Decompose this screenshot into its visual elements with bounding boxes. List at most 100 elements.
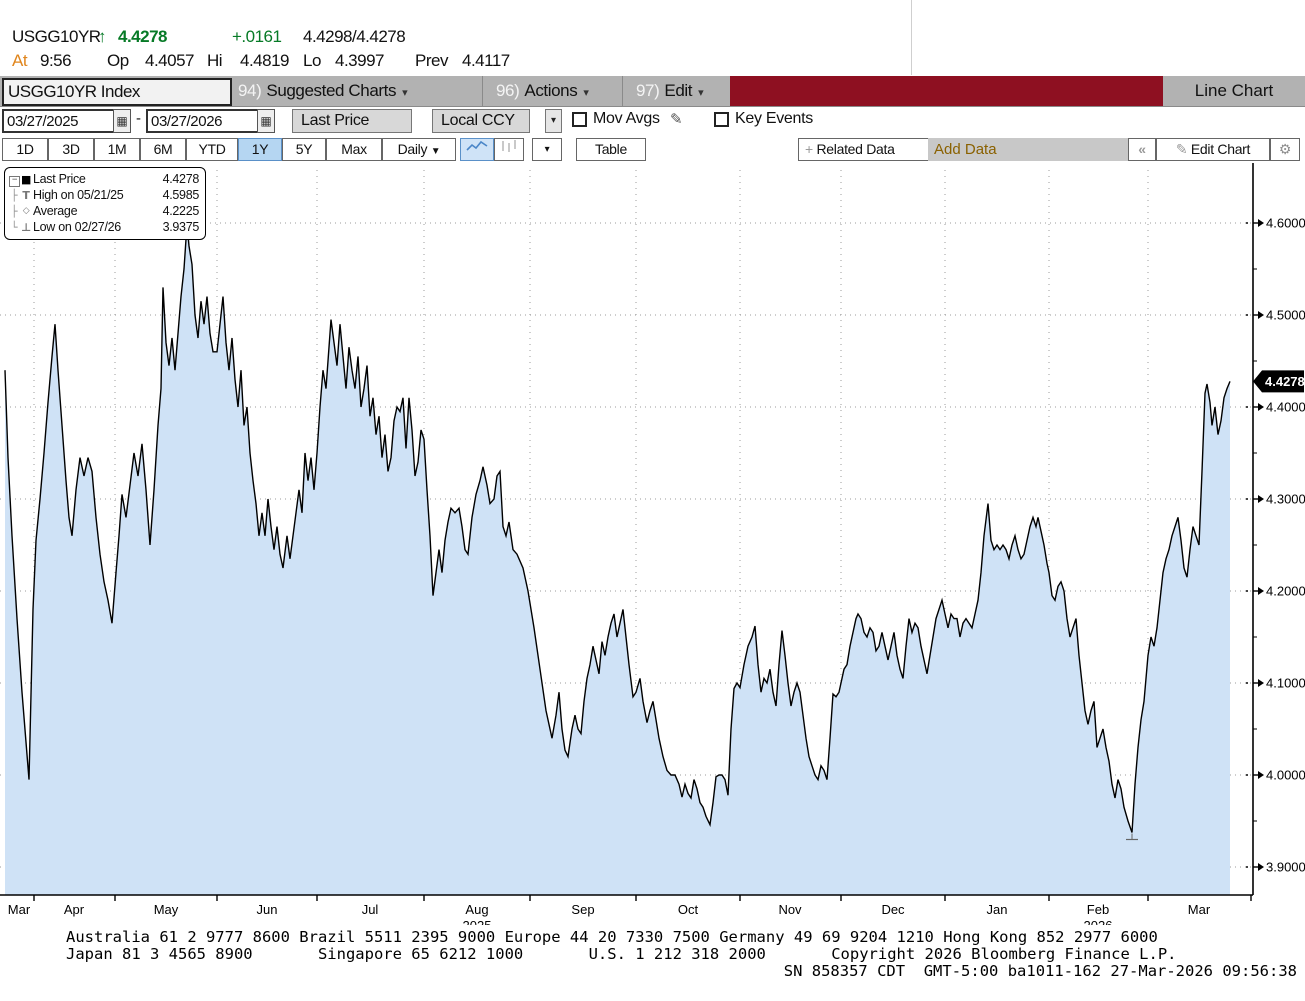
pencil-icon[interactable]: ✎ <box>670 111 683 128</box>
menu-key-number: 96) <box>496 81 520 100</box>
add-data-input[interactable]: Add Data <box>928 138 1130 161</box>
legend-value: 4.2225 <box>162 204 200 218</box>
legend-value: 3.9375 <box>162 220 200 234</box>
calendar-icon[interactable]: ▦ <box>113 109 131 133</box>
legend-row-last-price: − ■ Last Price 4.4278 <box>9 171 199 187</box>
suggested-charts-menu[interactable]: 94) Suggested Charts ▾ <box>228 76 417 106</box>
svg-text:Sep: Sep <box>571 902 594 917</box>
legend-row-high: ├ T High on 05/21/25 4.5985 <box>9 187 199 203</box>
legend-value: 4.5985 <box>162 188 200 202</box>
edit-chart-label: Edit Chart <box>1190 141 1251 157</box>
chevron-down-icon: ▾ <box>544 144 550 155</box>
legend-label: Last Price <box>33 172 86 186</box>
toolbar-separator <box>622 76 623 106</box>
legend-row-low: └ ⊥ Low on 02/27/26 3.9375 <box>9 219 199 235</box>
price-change: +.0161 <box>232 27 282 46</box>
ticker-symbol: USGG10YR <box>12 27 101 46</box>
chevron-down-icon: ▾ <box>698 87 704 99</box>
chart-legend[interactable]: − ■ Last Price 4.4278 ├ T High on 05/21/… <box>4 167 206 240</box>
key-events-label: Key Events <box>735 110 813 127</box>
price-mode-select[interactable]: Last Price <box>292 109 412 133</box>
legend-label: Low on 02/27/26 <box>33 220 121 234</box>
svg-text:Jan: Jan <box>987 902 1008 917</box>
tree-branch-icon: └ <box>10 220 18 234</box>
legend-label: Average <box>33 204 78 218</box>
security-header: USGG10YR ↑ 4.4278 +.0161 4.4298/4.4278 A… <box>0 0 1305 75</box>
header-pane-divider <box>911 0 912 75</box>
svg-text:4.2000: 4.2000 <box>1266 584 1305 599</box>
legend-row-average: ├ ◇ Average 4.2225 <box>9 203 199 219</box>
frequency-select[interactable]: Daily ▼ <box>382 138 456 161</box>
chart-plot[interactable]: 4.6000 4.5000 4.4000 4.3000 4.2000 4.1000 4.00… <box>0 162 1305 933</box>
chart-controls-row: ▦ - ▦ Last Price Local CCY ▾ Mov Avgs ✎ … <box>0 107 1305 136</box>
svg-text:3.9000: 3.9000 <box>1266 860 1305 875</box>
currency-dropdown-button[interactable]: ▾ <box>545 109 562 133</box>
pencil-icon: ✎ <box>1175 141 1188 157</box>
period-tab-bar: 1D 3D 1M 6M YTD 1Y 5Y Max Daily ▼ ▾ Tabl… <box>0 136 1305 162</box>
svg-text:4.4000: 4.4000 <box>1266 400 1305 415</box>
svg-text:4.1000: 4.1000 <box>1266 676 1305 691</box>
date-to-input[interactable] <box>146 109 260 133</box>
related-data-button[interactable]: + Related Data <box>798 138 934 161</box>
tab-6m[interactable]: 6M <box>140 138 186 161</box>
prev-value: 4.4117 <box>462 51 510 70</box>
tab-max[interactable]: Max <box>326 138 382 161</box>
prev-label: Prev <box>415 51 448 70</box>
svg-text:Jun: Jun <box>257 902 278 917</box>
svg-text:Oct: Oct <box>678 902 699 917</box>
chart-settings-button[interactable]: ⚙ <box>1270 138 1300 161</box>
menu-label: Actions <box>524 81 578 100</box>
last-price: 4.4278 <box>118 27 168 46</box>
svg-text:May: May <box>154 902 179 917</box>
function-toolbar: 94)Suggested Charts ▾ 96)Actions ▾ 97)Edit… <box>0 76 1305 107</box>
tab-1y[interactable]: 1Y <box>238 138 282 161</box>
svg-text:4.6000: 4.6000 <box>1266 216 1305 231</box>
svg-text:4.3000: 4.3000 <box>1266 492 1305 507</box>
svg-text:Nov: Nov <box>778 902 802 917</box>
security-input[interactable] <box>2 78 232 106</box>
tab-ytd[interactable]: YTD <box>186 138 238 161</box>
tree-branch-icon: ├ <box>10 204 18 218</box>
collapse-button[interactable]: « <box>1128 138 1156 161</box>
frequency-label: Daily <box>397 141 428 157</box>
tab-3d[interactable]: 3D <box>48 138 94 161</box>
svg-text:4.4278: 4.4278 <box>1265 374 1305 389</box>
chevron-down-icon: ▾ <box>583 87 589 99</box>
dropdown-arrow-icon: ▼ <box>430 146 441 157</box>
currency-select[interactable]: Local CCY <box>432 109 530 133</box>
tab-1m[interactable]: 1M <box>94 138 140 161</box>
mov-avgs-label: Mov Avgs <box>593 110 660 127</box>
chart-type-dropdown[interactable]: ▾ <box>532 138 562 161</box>
footer-contacts-line2: Japan 81 3 4565 8900 Singapore 65 6212 1… <box>66 945 1177 963</box>
bar-chart-icon <box>502 140 516 152</box>
average-marker-icon: ◇ <box>22 206 30 216</box>
up-arrow-icon: ↑ <box>98 27 107 46</box>
line-chart-type-button[interactable] <box>460 138 494 161</box>
bar-chart-type-button[interactable] <box>494 138 524 161</box>
legend-collapse-icon[interactable]: − <box>9 175 20 187</box>
chevron-down-icon: ▾ <box>402 87 408 99</box>
actions-menu[interactable]: 96) Actions ▾ <box>486 76 598 106</box>
date-from-input[interactable] <box>2 109 116 133</box>
toolbar-banner <box>730 76 1163 106</box>
svg-text:4.5000: 4.5000 <box>1266 308 1305 323</box>
at-label: At <box>12 51 28 70</box>
tab-5y[interactable]: 5Y <box>282 138 326 161</box>
related-data-label: Related Data <box>816 141 895 157</box>
plus-icon: + <box>805 141 813 157</box>
footer-contacts-line1: Australia 61 2 9777 8600 Brazil 5511 239… <box>66 928 1158 946</box>
open-value: 4.4057 <box>145 51 195 70</box>
edit-menu[interactable]: 97) Edit ▾ <box>626 76 713 106</box>
mov-avgs-checkbox[interactable] <box>572 112 587 127</box>
key-events-checkbox[interactable] <box>714 112 729 127</box>
line-chart-icon <box>466 140 488 151</box>
legend-value: 4.4278 <box>162 172 200 186</box>
legend-label: High on 05/21/25 <box>33 188 124 202</box>
chart-pane: 4.6000 4.5000 4.4000 4.3000 4.2000 4.1000 4.00… <box>0 162 1305 933</box>
tab-1d[interactable]: 1D <box>2 138 48 161</box>
edit-chart-button[interactable]: ✎ Edit Chart <box>1156 138 1270 161</box>
svg-text:Jul: Jul <box>362 902 379 917</box>
table-button[interactable]: Table <box>576 138 646 161</box>
calendar-icon[interactable]: ▦ <box>257 109 275 133</box>
svg-text:Mar: Mar <box>1188 902 1211 917</box>
